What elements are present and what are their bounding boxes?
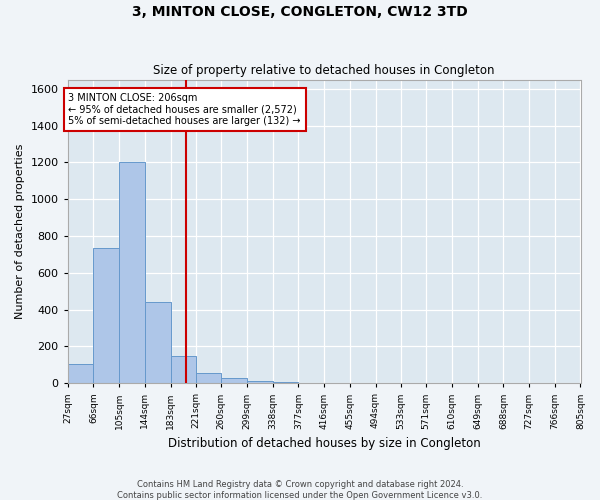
Text: 3 MINTON CLOSE: 206sqm
← 95% of detached houses are smaller (2,572)
5% of semi-d: 3 MINTON CLOSE: 206sqm ← 95% of detached… [68, 93, 301, 126]
Bar [247, 380, 272, 384]
Y-axis label: Number of detached properties: Number of detached properties [15, 144, 25, 319]
Bar [94, 248, 119, 384]
Bar [119, 162, 145, 384]
Text: Contains HM Land Registry data © Crown copyright and database right 2024.
Contai: Contains HM Land Registry data © Crown c… [118, 480, 482, 500]
Bar [68, 364, 94, 384]
Title: Size of property relative to detached houses in Congleton: Size of property relative to detached ho… [154, 64, 495, 77]
Bar [145, 302, 170, 384]
X-axis label: Distribution of detached houses by size in Congleton: Distribution of detached houses by size … [168, 437, 481, 450]
Bar [221, 378, 247, 384]
Text: 3, MINTON CLOSE, CONGLETON, CW12 3TD: 3, MINTON CLOSE, CONGLETON, CW12 3TD [132, 5, 468, 19]
Bar [272, 382, 298, 384]
Bar [196, 373, 221, 384]
Bar [170, 356, 196, 384]
